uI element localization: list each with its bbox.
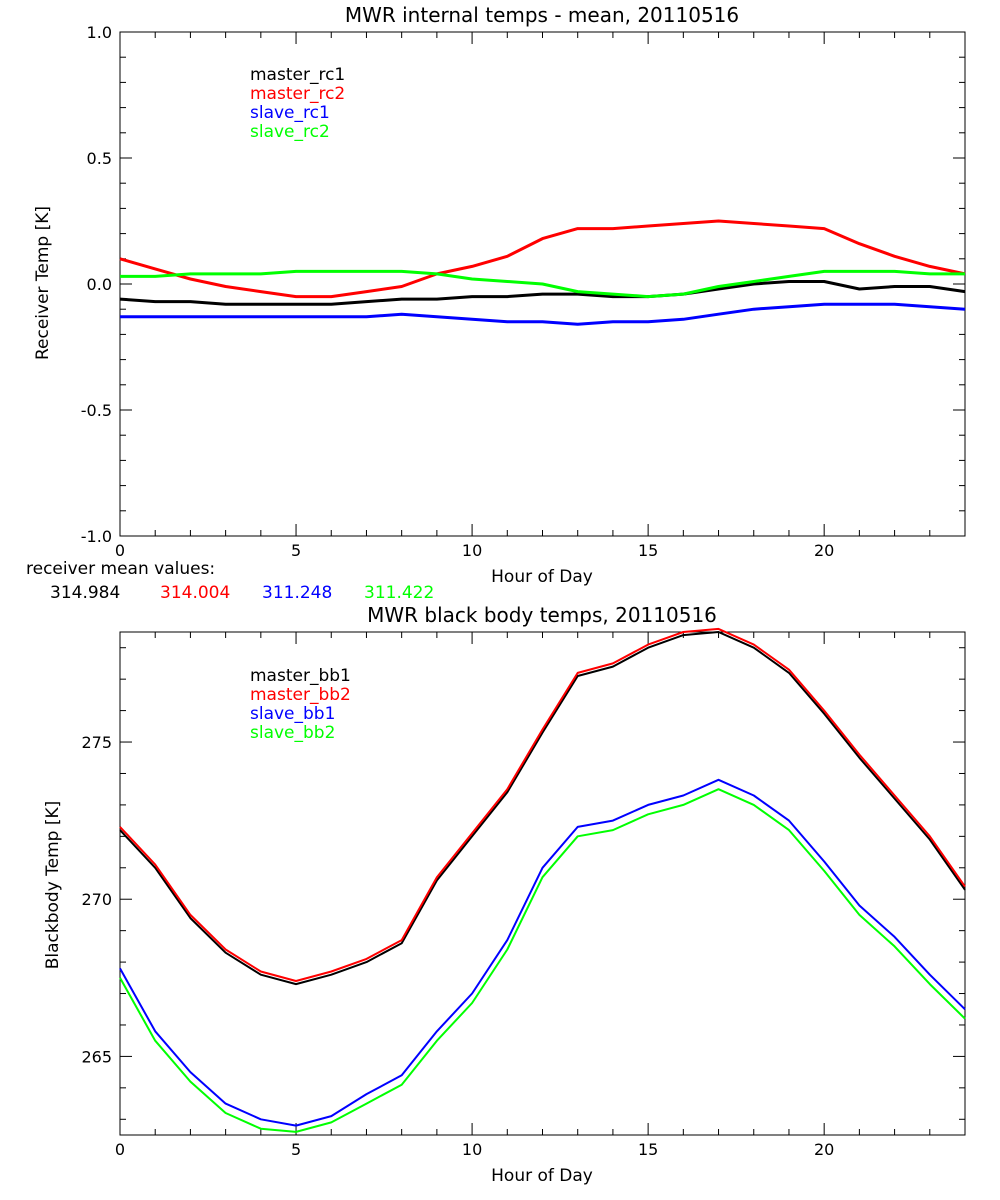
x-tick-label: 10 [462, 1140, 482, 1159]
legend-entry-master-rc2: master_rc2 [250, 84, 345, 104]
series-line-master-bb2 [119, 627, 966, 982]
y-tick-label: 0.5 [87, 149, 112, 168]
chart-layer: 0 5 10 15 20-1.0-0.50.00.51.0master_rc1maste… [81, 23, 966, 1159]
legend-entry-master-bb1: master_bb1 [250, 666, 351, 686]
series-line-slave-bb2 [119, 788, 966, 1133]
plot-frame [119, 631, 966, 1136]
y-tick-label: 275 [81, 733, 112, 752]
series-line-slave-rc2 [120, 269, 965, 299]
x-tick-label: 20 [814, 1140, 834, 1159]
mean-value-master-rc2: 314.004 [160, 583, 230, 603]
legend-entry-slave-bb2: slave_bb2 [250, 723, 335, 743]
chart-blackbody: 0 5 10 15 20265270275master_bb1master_bb2sla… [81, 627, 966, 1159]
series-line-master-rc1 [119, 280, 966, 306]
series-line-master-bb1 [119, 631, 966, 986]
mean-value-master-rc1: 314.984 [50, 583, 120, 603]
bottom-chart-xlabel: Hour of Day [491, 1166, 593, 1186]
y-tick-label: -1.0 [81, 527, 112, 546]
legend-entry-slave-rc1: slave_rc1 [250, 103, 330, 123]
y-tick-label: -0.5 [81, 401, 112, 420]
series-line-master-rc2 [119, 219, 966, 299]
x-tick-label: 5 [291, 1140, 301, 1159]
mean-value-slave-rc1: 311.248 [262, 583, 332, 603]
x-tick-label: 20 [814, 541, 834, 560]
receiver-mean-label: receiver mean values: [26, 559, 215, 579]
mean-value-slave-rc2: 311.422 [364, 583, 434, 603]
series-line-slave-rc1 [120, 302, 966, 326]
top-chart-xlabel: Hour of Day [491, 567, 593, 587]
y-tick-label: 270 [81, 890, 112, 909]
legend-entry-slave-bb1: slave_bb1 [250, 704, 335, 724]
x-tick-label: 15 [638, 541, 658, 560]
y-tick-label: 1.0 [87, 23, 112, 42]
legend-entry-master-rc1: master_rc1 [250, 65, 345, 85]
x-tick-label: 5 [291, 541, 301, 560]
chart-receiver: 0 5 10 15 20 -1.0 -0.5 0.0 0.5 1.0 master_rc1maste… [81, 23, 966, 560]
legend-entry-slave-rc2: slave_rc2 [250, 122, 330, 142]
top-chart-title: MWR internal temps - mean, 20110516 [345, 3, 739, 27]
legend-entry-master-bb2: master_bb2 [250, 685, 351, 705]
top-chart-ylabel: Receiver Temp [K] [33, 206, 53, 360]
x-tick-label: 15 [638, 1140, 658, 1159]
bottom-chart-title: MWR black body temps, 20110516 [367, 603, 717, 627]
y-tick-label: 265 [81, 1047, 112, 1066]
x-tick-label: 0 [115, 541, 125, 560]
bottom-chart-ylabel: Blackbody Temp [K] [43, 801, 63, 970]
y-tick-label: 0.0 [87, 275, 112, 294]
x-tick-label: 10 [462, 541, 482, 560]
series-line-slave-bb1 [119, 778, 966, 1127]
x-tick-label: 0 [115, 1140, 125, 1159]
